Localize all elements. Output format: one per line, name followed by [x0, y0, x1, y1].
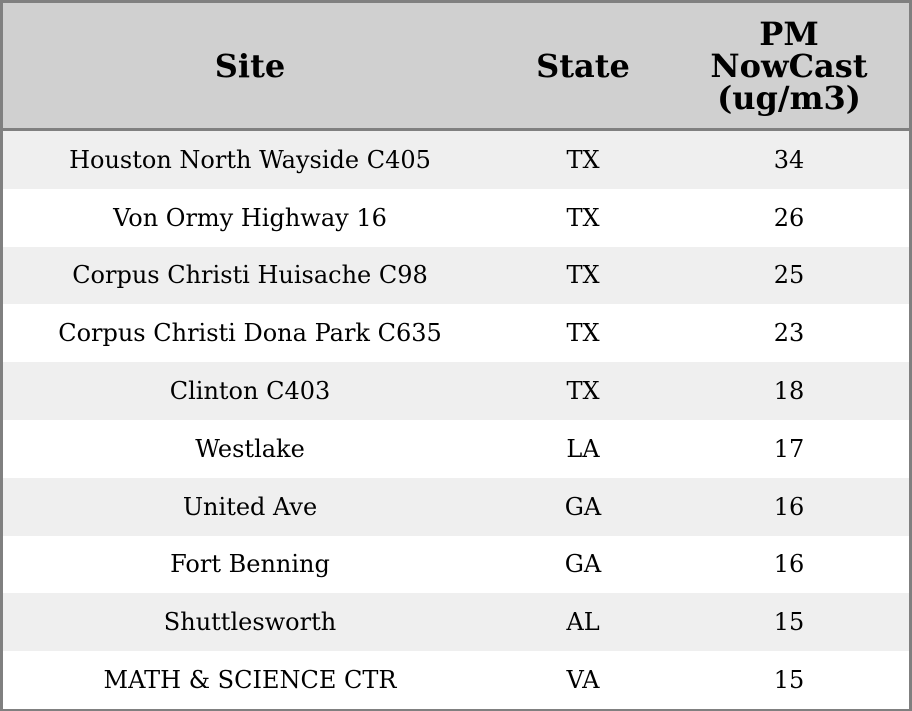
cell-state: AL [497, 593, 669, 652]
header-site: Site [3, 3, 497, 131]
cell-state: TX [497, 246, 669, 305]
table-row: MATH & SCIENCE CTR VA 15 [3, 651, 909, 709]
cell-state: VA [497, 651, 669, 709]
cell-state: TX [497, 362, 669, 420]
cell-pm: 15 [669, 593, 909, 652]
cell-site: Corpus Christi Dona Park C635 [3, 304, 497, 363]
cell-state: GA [497, 477, 669, 536]
table-row: Von Ormy Highway 16 TX 26 [3, 188, 909, 247]
table-row: Corpus Christi Dona Park C635 TX 23 [3, 304, 909, 363]
cell-site: Houston North Wayside C405 [3, 129, 497, 189]
cell-pm: 17 [669, 419, 909, 478]
cell-pm: 16 [669, 477, 909, 536]
pm-nowcast-table: Site State PM NowCast (ug/m3) Houston No… [3, 3, 909, 709]
cell-site: Shuttlesworth [3, 593, 497, 652]
cell-site: MATH & SCIENCE CTR [3, 651, 497, 709]
cell-site: Clinton C403 [3, 362, 497, 420]
header-row: Site State PM NowCast (ug/m3) [3, 3, 909, 131]
cell-pm: 25 [669, 246, 909, 305]
header-pm-line: NowCast [710, 46, 868, 85]
table-row: Shuttlesworth AL 15 [3, 593, 909, 652]
header-pm-line: (ug/m3) [717, 78, 861, 117]
cell-pm: 15 [669, 651, 909, 709]
cell-site: Von Ormy Highway 16 [3, 188, 497, 247]
header-pm: PM NowCast (ug/m3) [669, 3, 909, 131]
cell-pm: 34 [669, 129, 909, 189]
table-row: Clinton C403 TX 18 [3, 362, 909, 420]
table-row: Westlake LA 17 [3, 419, 909, 478]
table-row: Fort Benning GA 16 [3, 535, 909, 594]
cell-state: TX [497, 129, 669, 189]
cell-pm: 16 [669, 535, 909, 594]
cell-state: TX [497, 304, 669, 363]
cell-pm: 23 [669, 304, 909, 363]
cell-pm: 26 [669, 188, 909, 247]
cell-site: United Ave [3, 477, 497, 536]
cell-site: Westlake [3, 419, 497, 478]
header-pm-line: PM [759, 14, 819, 53]
table-row: Houston North Wayside C405 TX 34 [3, 129, 909, 189]
cell-state: TX [497, 188, 669, 247]
header-state: State [497, 3, 669, 131]
cell-site: Fort Benning [3, 535, 497, 594]
table-row: Corpus Christi Huisache C98 TX 25 [3, 246, 909, 305]
cell-site: Corpus Christi Huisache C98 [3, 246, 497, 305]
cell-state: LA [497, 419, 669, 478]
table-row: United Ave GA 16 [3, 477, 909, 536]
cell-state: GA [497, 535, 669, 594]
cell-pm: 18 [669, 362, 909, 420]
